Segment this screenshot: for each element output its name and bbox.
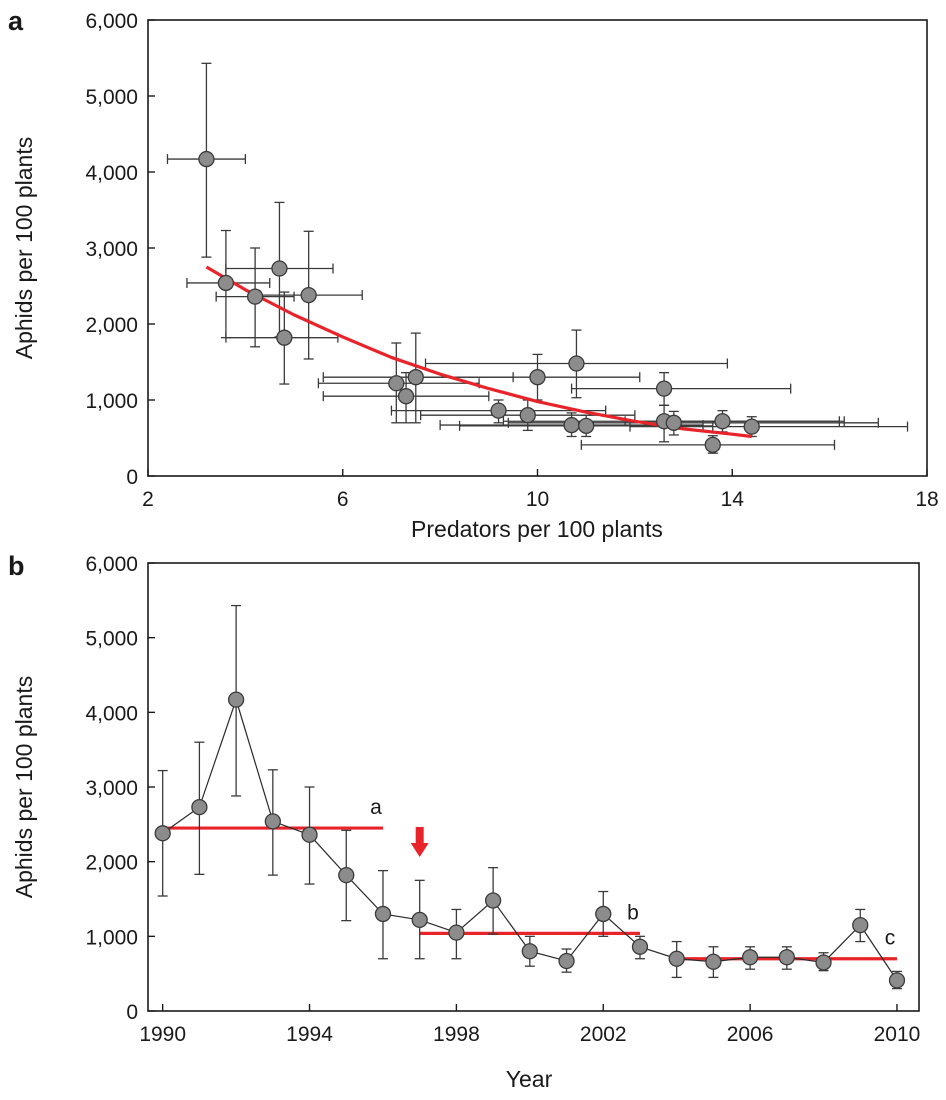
panel-b-x-tick-label: 1998 (433, 1023, 480, 1046)
data-point (519, 407, 536, 424)
data-point (198, 150, 215, 168)
data-point (743, 418, 760, 435)
panel-b-letter: b (8, 551, 25, 581)
panel-a-x-tick-label: 18 (915, 488, 938, 511)
panel-a-y-tick-label: 1,000 (85, 390, 138, 413)
panel-b-x-tick-label: 1994 (286, 1023, 333, 1046)
data-point (388, 375, 405, 392)
panel-a-plot-frame (147, 19, 928, 477)
panel-a-ticks: 2 6 10 14 18 0 1,000 2,000 3,000 4,000 5,000 6,000 (85, 10, 938, 511)
data-point (529, 369, 546, 386)
data-point (595, 905, 612, 923)
panel-a-y-tick-label: 0 (126, 466, 138, 489)
panel-a-x-tick-label: 10 (526, 488, 549, 511)
data-point (558, 952, 575, 970)
panel-a-y-axis-label: Aphids per 100 plants (11, 137, 37, 360)
data-point (655, 380, 673, 397)
data-point (271, 260, 288, 277)
data-point (227, 691, 245, 708)
panel-b-x-tick-label: 2002 (580, 1023, 627, 1046)
panel-a: a 2 6 10 14 18 0 1,000 2,000 3,000 4,000 5,000 6,00… (8, 6, 939, 542)
panel-a-error-bars (166, 62, 909, 454)
panel-b-y-tick-label: 4,000 (85, 702, 138, 725)
data-point (815, 954, 832, 971)
panel-b-error-bars (157, 604, 902, 990)
data-point (852, 916, 869, 934)
data-point (217, 274, 235, 292)
panel-a-y-tick-label: 6,000 (85, 10, 138, 33)
panel-b-x-tick-label: 2006 (727, 1023, 774, 1046)
data-point (246, 288, 264, 305)
fit-line (205, 265, 752, 439)
panel-a-y-tick-label: 2,000 (85, 314, 138, 337)
data-point (448, 924, 465, 941)
data-point (411, 911, 428, 929)
data-point (264, 813, 281, 830)
data-point (484, 892, 502, 909)
data-point (191, 799, 208, 816)
panel-b-y-tick-label: 6,000 (85, 553, 138, 576)
mean-label: a (370, 796, 382, 819)
panel-a-x-tick-label: 2 (142, 488, 154, 511)
panel-b-y-tick-label: 0 (126, 1001, 138, 1024)
panel-a-y-tick-label: 4,000 (85, 162, 138, 185)
panel-b-ticks: 1990 1994 1998 2002 2006 2010 0 1,000 2,000 3,000… (85, 553, 920, 1046)
panel-b-y-tick-label: 5,000 (85, 628, 138, 651)
data-point (568, 355, 585, 372)
panel-a-x-tick-label: 14 (721, 488, 745, 511)
data-point (631, 938, 649, 955)
panel-b-y-axis-label: Aphids per 100 plants (11, 676, 37, 899)
panel-a-letter: a (8, 6, 24, 36)
data-point (300, 286, 317, 304)
data-point (490, 402, 507, 419)
data-point (668, 950, 685, 967)
data-point (301, 826, 318, 843)
data-point (714, 413, 731, 430)
panel-a-x-tick-label: 6 (337, 488, 349, 511)
panel-b-y-tick-label: 2,000 (85, 852, 138, 875)
data-point (665, 414, 682, 431)
data-point (407, 369, 424, 386)
data-point (778, 949, 795, 966)
data-point (154, 825, 171, 842)
data-point (338, 866, 355, 884)
panel-a-x-axis-label: Predators per 100 plants (411, 516, 663, 542)
panel-b-x-tick-label: 1990 (139, 1023, 186, 1046)
panel-b-plot-frame (147, 562, 920, 1012)
data-point (888, 972, 906, 989)
panel-b-x-tick-label: 2010 (874, 1023, 921, 1046)
data-point (397, 388, 415, 405)
data-point (741, 949, 759, 966)
panel-b-y-tick-label: 1,000 (85, 926, 138, 949)
panel-a-y-tick-label: 5,000 (85, 86, 138, 109)
mean-label: b (627, 901, 639, 924)
panel-a-points (198, 150, 760, 453)
panel-b: b 1990 1994 1998 2002 2006 2010 0 1,000 2,000 3,0… (8, 551, 920, 1092)
panel-b-x-axis-label: Year (506, 1066, 553, 1092)
data-point (578, 417, 595, 434)
data-point (705, 953, 722, 970)
data-point (563, 416, 580, 434)
panel-a-y-tick-label: 3,000 (85, 238, 138, 261)
down-arrow-icon (410, 827, 429, 857)
panel-a-fit-line-group (205, 265, 752, 439)
data-point (704, 436, 721, 453)
panel-b-points (154, 691, 906, 989)
data-point (521, 943, 538, 960)
mean-label: c (885, 927, 896, 950)
data-point (374, 905, 392, 923)
panel-b-y-tick-label: 3,000 (85, 777, 138, 800)
panel-b-arrow-group (410, 827, 429, 857)
data-point (276, 329, 293, 346)
